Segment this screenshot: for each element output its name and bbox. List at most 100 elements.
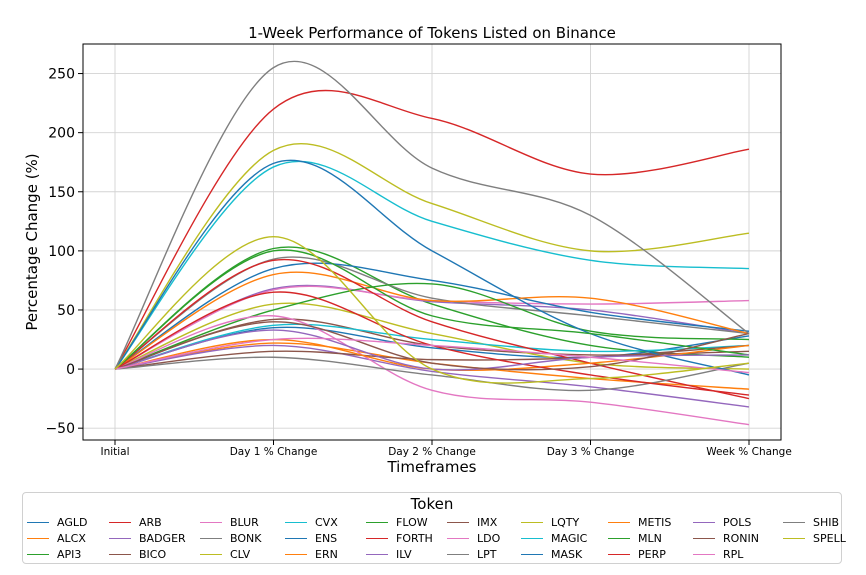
legend-item-badger: BADGER — [109, 531, 186, 545]
axes: −50 0 50 100 150 200 250 Initial Day 1 % Change D… — [45, 67, 791, 458]
legend-item-imx: IMX — [447, 515, 497, 529]
legend-label: ENS — [315, 531, 338, 545]
legend-swatch — [109, 521, 131, 523]
legend-swatch — [783, 521, 805, 523]
legend-item-shib: SHIB — [783, 515, 839, 529]
legend-label: MASK — [551, 547, 583, 561]
legend-item-cvx: CVX — [285, 515, 338, 529]
legend-item-arb: ARB — [109, 515, 162, 529]
y-tick-label: 0 — [66, 362, 75, 378]
legend-label: SPELL — [813, 531, 846, 545]
legend-swatch — [285, 537, 307, 539]
legend-swatch — [366, 537, 388, 539]
legend-label: CVX — [315, 515, 338, 529]
grid — [83, 44, 781, 440]
series-line-shib — [114, 60, 750, 370]
legend-item-pols: POLS — [693, 515, 751, 529]
legend-label: PERP — [638, 547, 666, 561]
series-line-mln — [114, 249, 750, 370]
legend-label: MAGIC — [551, 531, 588, 545]
chart-title: 1-Week Performance of Tokens Listed on B… — [248, 24, 616, 42]
legend-item-mln: MLN — [608, 531, 662, 545]
legend-label: API3 — [57, 547, 82, 561]
series-line-rpl — [114, 337, 750, 374]
legend-swatch — [608, 521, 630, 523]
y-tick-label: 50 — [57, 303, 75, 319]
legend-swatch — [27, 553, 49, 555]
legend-item-flow: FLOW — [366, 515, 428, 529]
legend-swatch — [366, 553, 388, 555]
series-line-imx — [114, 344, 750, 370]
y-tick-label: 150 — [48, 185, 75, 201]
legend-title: Token — [410, 495, 454, 513]
x-tick-label: Day 1 % Change — [230, 446, 318, 458]
legend-item-spell: SPELL — [783, 531, 846, 545]
series-line-spell — [114, 235, 750, 384]
legend-item-bonk: BONK — [200, 531, 261, 545]
legend-item-lqty: LQTY — [521, 515, 579, 529]
legend-swatch — [608, 553, 630, 555]
legend-item-agld: AGLD — [27, 515, 87, 529]
legend-swatch — [366, 521, 388, 523]
legend-label: ARB — [139, 515, 162, 529]
legend-label: CLV — [230, 547, 251, 561]
y-axis-label: Percentage Change (%) — [23, 153, 41, 330]
series-line-ldo — [114, 315, 750, 426]
series-line-mask — [114, 159, 750, 376]
legend-swatch — [109, 553, 131, 555]
legend: Token AGLD ALCX API3 ARB BADGER BICO BLUR BONK C… — [22, 492, 846, 564]
y-tick-label: 100 — [48, 244, 75, 260]
x-tick-label: Day 3 % Change — [547, 446, 635, 458]
legend-label: METIS — [638, 515, 672, 529]
legend-label: RPL — [723, 547, 744, 561]
legend-label: FORTH — [396, 531, 433, 545]
series-line-clv — [114, 302, 750, 370]
legend-item-ldo: LDO — [447, 531, 500, 545]
legend-label: MLN — [638, 531, 662, 545]
series-line-ern — [114, 271, 750, 370]
legend-swatch — [521, 521, 543, 523]
legend-swatch — [447, 521, 469, 523]
legend-item-ilv: ILV — [366, 547, 412, 561]
legend-label: BONK — [230, 531, 262, 545]
legend-item-api3: API3 — [27, 547, 81, 561]
legend-item-rpl: RPL — [693, 547, 743, 561]
x-tick-label: Initial — [100, 446, 129, 458]
legend-swatch — [200, 537, 222, 539]
legend-swatch — [521, 537, 543, 539]
legend-item-clv: CLV — [200, 547, 250, 561]
legend-swatch — [27, 521, 49, 523]
legend-label: ILV — [396, 547, 412, 561]
legend-swatch — [285, 521, 307, 523]
legend-swatch — [693, 521, 715, 523]
legend-item-mask: MASK — [521, 547, 582, 561]
legend-label: BICO — [139, 547, 167, 561]
y-tick-label: −50 — [45, 421, 75, 437]
legend-item-bico: BICO — [109, 547, 166, 561]
legend-label: SHIB — [813, 515, 840, 529]
legend-item-metis: METIS — [608, 515, 671, 529]
legend-label: BADGER — [139, 531, 186, 545]
legend-label: POLS — [723, 515, 752, 529]
series-line-ens — [114, 262, 750, 370]
legend-item-magic: MAGIC — [521, 531, 587, 545]
legend-item-ens: ENS — [285, 531, 337, 545]
legend-swatch — [200, 521, 222, 523]
legend-item-blur: BLUR — [200, 515, 259, 529]
legend-label: RONIN — [723, 531, 760, 545]
series-line-lqty — [114, 143, 750, 370]
legend-swatch — [200, 553, 222, 555]
legend-label: LDO — [477, 531, 501, 545]
legend-item-lpt: LPT — [447, 547, 496, 561]
x-tick-label: Day 2 % Change — [388, 446, 476, 458]
legend-item-ronin: RONIN — [693, 531, 759, 545]
legend-item-ern: ERN — [285, 547, 338, 561]
y-tick-label: 200 — [48, 126, 75, 142]
series-line-lpt — [114, 356, 750, 392]
legend-swatch — [447, 537, 469, 539]
series-line-forth — [114, 258, 750, 400]
series-line-bonk — [114, 256, 750, 370]
series-line-arb — [114, 89, 750, 370]
legend-item-alcx: ALCX — [27, 531, 86, 545]
line-chart: −50 0 50 100 150 200 250 Initial Day 1 % Change D… — [23, 24, 792, 476]
